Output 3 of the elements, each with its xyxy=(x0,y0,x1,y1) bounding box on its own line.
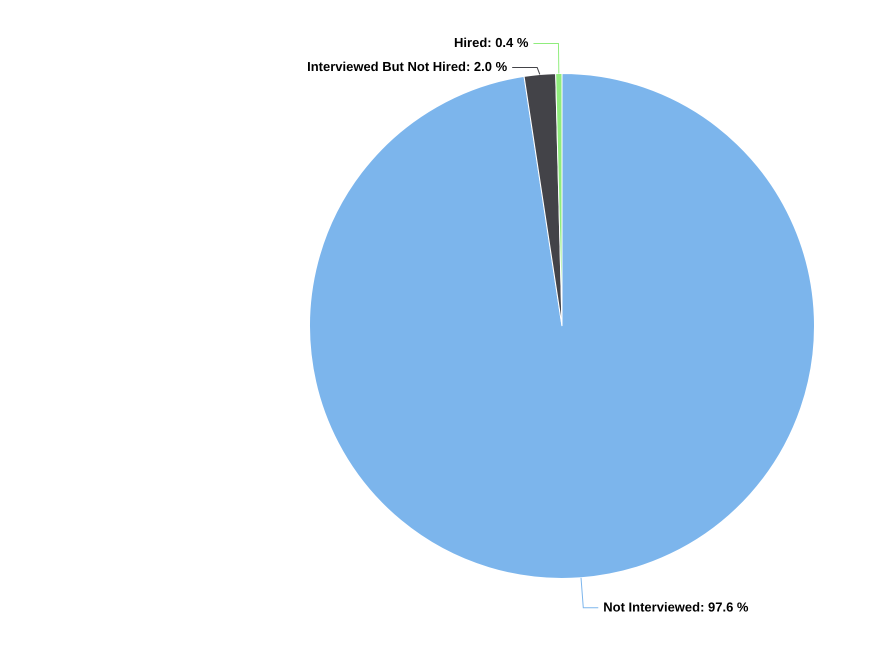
slice-label: Interviewed But Not Hired: 2.0 % xyxy=(307,59,508,74)
slice-label: Hired: 0.4 % xyxy=(454,35,529,50)
slice-label: Not Interviewed: 97.6 % xyxy=(603,599,749,614)
